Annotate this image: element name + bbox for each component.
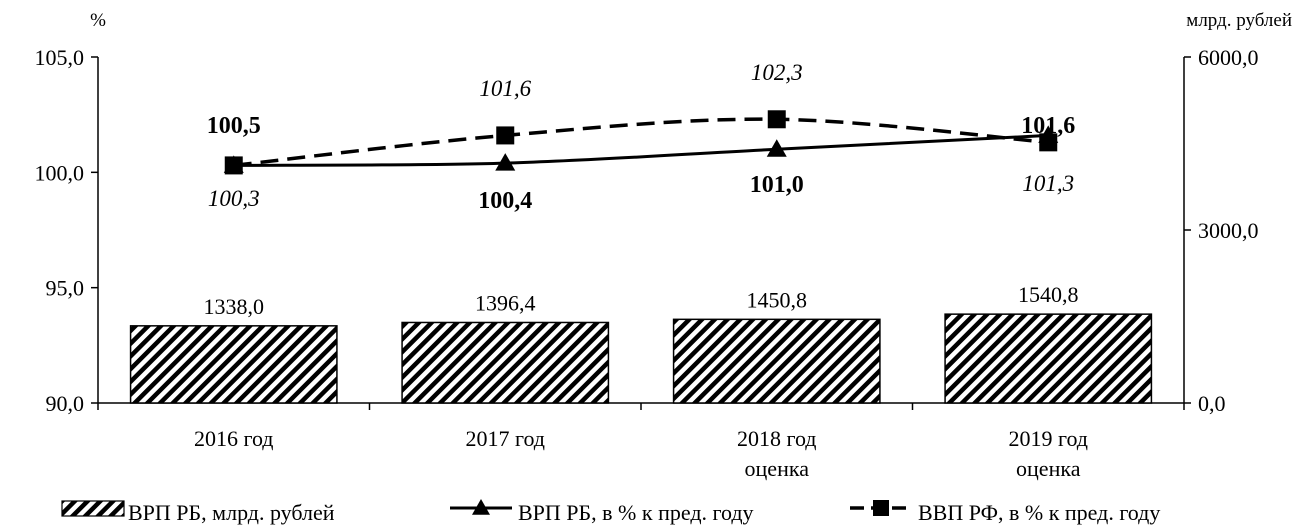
series-line-vrp-rb — [233, 133, 1049, 167]
data-labels: 1338,0 1396,4 1450,8 1540,8 100,5 100,4 101,0 1… — [204, 60, 1079, 319]
triangle-marker — [1038, 125, 1059, 143]
x-tick-label: 2017 год — [465, 426, 545, 451]
bars — [129, 313, 1153, 404]
legend-bar-swatch — [61, 500, 125, 517]
bar-value-label: 1540,8 — [1018, 282, 1079, 307]
triangle-marker — [766, 139, 787, 157]
legend-bar-label: ВРП РБ, млрд. рублей — [128, 500, 335, 525]
right-tick-label: 3000,0 — [1198, 218, 1259, 243]
bar — [944, 313, 1153, 404]
vvp-rf-value-label: 101,3 — [1022, 171, 1074, 196]
left-tick-label: 90,0 — [46, 391, 85, 416]
bar — [129, 325, 338, 404]
legend-triangle-marker — [472, 499, 490, 515]
left-tick-label: 105,0 — [35, 45, 85, 70]
vrp-rb-value-label: 101,6 — [1021, 113, 1075, 139]
left-axis-unit: % — [90, 10, 106, 31]
triangle-marker — [223, 155, 244, 173]
vvp-rf-value-label: 102,3 — [751, 60, 803, 85]
legend-vrp-rb-label: ВРП РБ, в % к пред. году — [518, 500, 754, 525]
left-tick-label: 95,0 — [46, 276, 85, 301]
legend: ВРП РБ, млрд. рублей ВРП РБ, в % к пред. … — [61, 499, 1160, 525]
x-tick-label: 2019 год — [1008, 426, 1088, 451]
vvp-rf-value-label: 100,3 — [208, 186, 260, 211]
vvp-rf-value-label: 101,6 — [479, 76, 531, 101]
legend-vvp-rf-label: ВВП РФ, в % к пред. году — [918, 500, 1160, 525]
x-tick-label: оценка — [745, 456, 810, 481]
bar-value-label: 1338,0 — [204, 294, 265, 319]
right-tick-label: 0,0 — [1198, 391, 1226, 416]
left-tick-label: 100,0 — [35, 160, 85, 185]
bar — [401, 321, 610, 404]
bar-value-label: 1450,8 — [747, 287, 808, 312]
x-tick-label: 2016 год — [194, 426, 274, 451]
x-tick-label: оценка — [1016, 456, 1081, 481]
axes: 90,0 95,0 100,0 105,0 0,0 3000,0 6000,0% млрд. … — [35, 10, 1293, 481]
series-line-vvp-rf — [233, 117, 1049, 168]
x-tick-label: 2018 год — [737, 426, 817, 451]
vrp-rb-value-label: 100,4 — [478, 188, 532, 214]
triangle-marker — [495, 153, 516, 171]
vrp-rb-value-label: 101,0 — [750, 172, 804, 198]
lines — [223, 110, 1059, 175]
right-axis-unit: млрд. рублей — [1186, 10, 1292, 31]
legend-square-marker — [873, 500, 889, 516]
right-tick-label: 6000,0 — [1198, 45, 1259, 70]
vrp-rb-value-label: 100,5 — [207, 113, 261, 139]
square-marker — [767, 110, 786, 129]
square-marker — [496, 126, 515, 145]
bar — [672, 318, 881, 404]
bar-value-label: 1396,4 — [475, 290, 536, 315]
